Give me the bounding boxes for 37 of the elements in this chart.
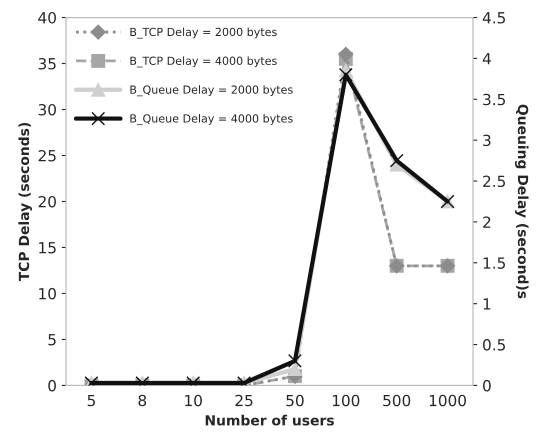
x-tick-label: 25: [235, 394, 252, 406]
legend-label: B_Queue Delay = 2000 bytes: [130, 85, 293, 96]
y2-tick-label: 1.5: [484, 257, 505, 269]
legend-label: B_Queue Delay = 4000 bytes: [130, 114, 293, 126]
point: [338, 46, 354, 62]
y2-tick-label: 3: [483, 134, 491, 146]
y-tick-label: 40: [38, 12, 56, 24]
y2-tick-label: 4.5: [482, 12, 505, 24]
y-tick-label: 10: [39, 288, 56, 300]
y2-tick-label: 1: [484, 298, 490, 310]
y2-tick-label: 2: [483, 216, 490, 228]
y-tick-label: 25: [38, 150, 56, 162]
y-tick-label: 15: [39, 242, 56, 254]
legend-label: B_TCP Delay = 4000 bytes: [130, 56, 277, 68]
x-tick-label: 50: [286, 394, 304, 406]
x-tick-label: 5: [88, 394, 95, 406]
y-tick-label: 0: [48, 380, 56, 392]
y2-axis-title: Queuing Delay (second)s: [514, 104, 529, 298]
x-tick-label: 100: [332, 394, 360, 406]
x-tick-label: 500: [383, 394, 410, 406]
y-axis-title: TCP Delay (seconds): [18, 122, 32, 282]
x-axis-title: Number of users: [206, 414, 334, 426]
y-tick-label: 5: [48, 334, 56, 346]
y2-tick-label: 0.5: [483, 339, 505, 351]
y2-tick-label: 0: [483, 380, 491, 392]
x-tick-label: 1000: [430, 394, 466, 406]
y-tick-label: 35: [38, 58, 56, 70]
y2-tick-label: 2.5: [483, 176, 505, 188]
y-tick-label: 30: [38, 104, 56, 116]
y2-tick-label: 4: [482, 53, 491, 64]
point: [390, 154, 404, 168]
y-tick-label: 20: [38, 196, 56, 208]
legend-label: B_TCP Delay = 2000 bytes: [130, 28, 277, 39]
x-tick-label: 10: [185, 394, 202, 406]
point: [338, 68, 353, 82]
y2-tick-label: 3.5: [483, 94, 505, 106]
x-tick-label: 8: [138, 394, 146, 406]
